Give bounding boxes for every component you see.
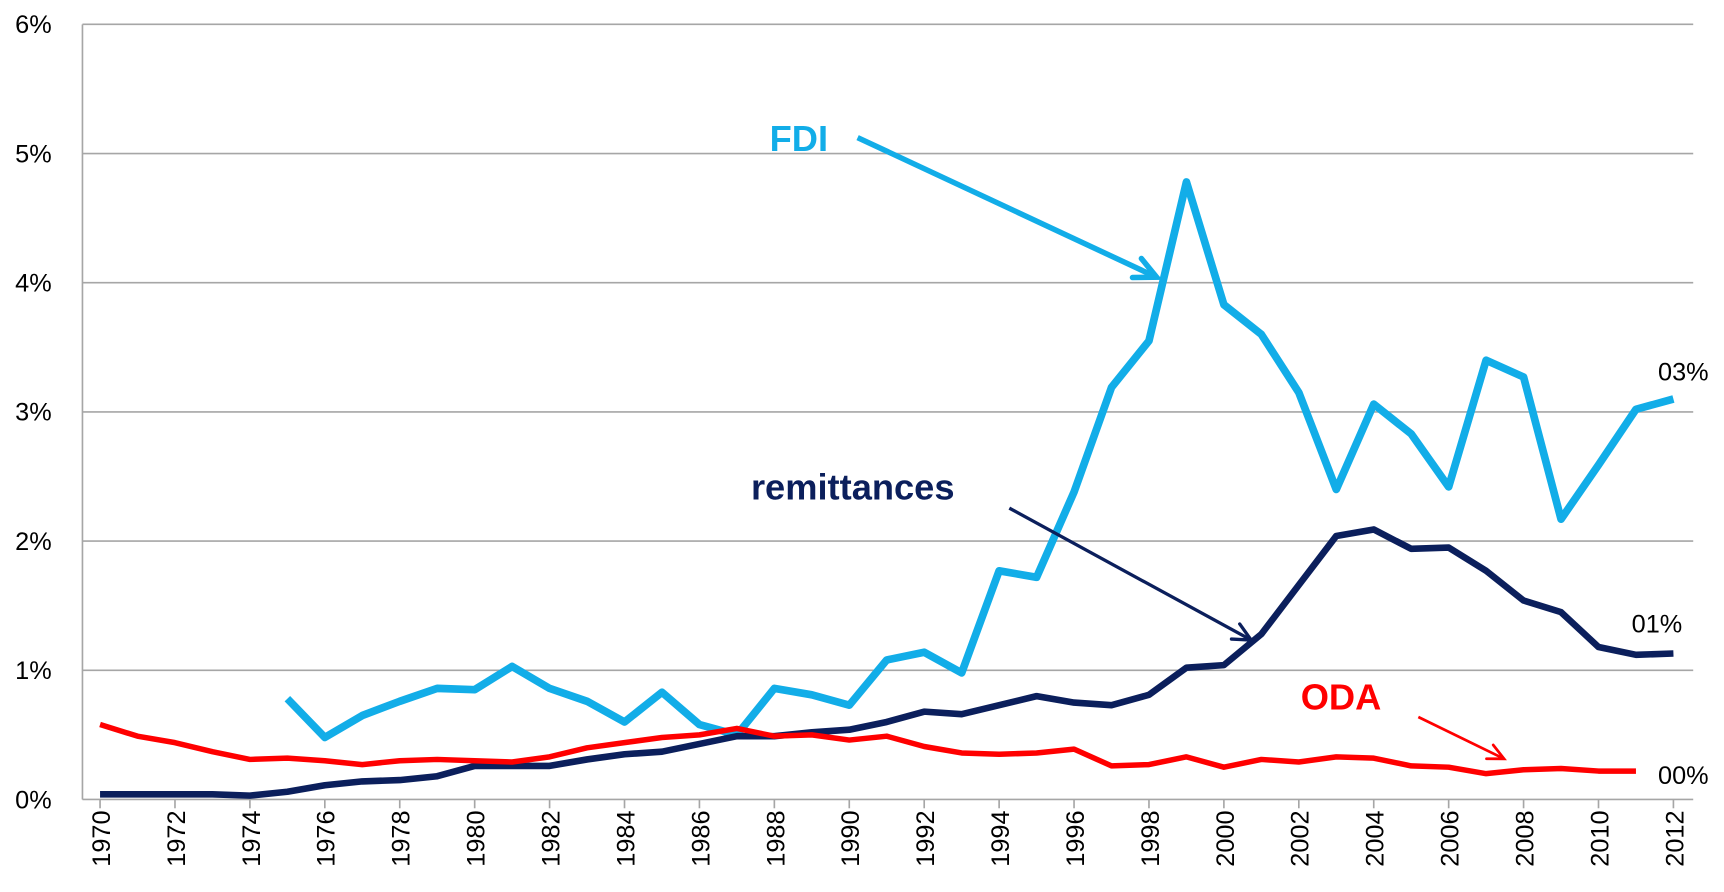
y-tick-label: 0%: [15, 786, 52, 814]
x-tick-label: 1994: [987, 810, 1015, 866]
value-label: 01%: [1632, 610, 1683, 638]
x-tick-label: 2004: [1362, 810, 1390, 866]
x-tick-label: 1972: [163, 810, 191, 866]
y-tick-label: 1%: [15, 657, 52, 685]
x-tick-label: 1986: [687, 810, 715, 866]
arrow-head: [1485, 743, 1507, 761]
annotation: remittances: [751, 466, 955, 507]
annotation-arrow: [1417, 715, 1505, 761]
x-tick-label: 1996: [1062, 810, 1090, 866]
series-line: [99, 721, 1636, 777]
value-label: 00%: [1658, 762, 1709, 790]
x-tick-label: 1998: [1137, 810, 1165, 866]
x-tick-label: 2012: [1661, 810, 1689, 866]
x-tick-label: 2000: [1212, 810, 1240, 866]
x-tick-label: 1978: [388, 810, 416, 866]
x-tick-label: 1984: [612, 810, 640, 866]
series-line: [284, 178, 1675, 742]
y-tick-label: 3%: [15, 399, 52, 427]
series-line: [100, 526, 1674, 799]
x-tick-label: 1988: [762, 810, 790, 866]
y-tick-label: 2%: [15, 528, 52, 556]
x-tick-label: 1992: [912, 810, 940, 866]
annotation: ODA: [1301, 676, 1382, 717]
arrow-head: [1129, 255, 1163, 281]
value-label: 03%: [1658, 359, 1709, 387]
x-tick-label: 2008: [1511, 810, 1539, 866]
x-tick-label: 2002: [1287, 810, 1315, 866]
x-tick-label: 1976: [313, 810, 341, 866]
y-tick-label: 4%: [15, 270, 52, 298]
x-tick-label: 1982: [537, 810, 565, 866]
x-tick-label: 1970: [88, 810, 116, 866]
annotation-arrow: [856, 135, 1158, 280]
annotation: FDI: [770, 118, 828, 159]
x-tick-label: 2010: [1586, 810, 1614, 866]
x-tick-label: 1980: [463, 810, 491, 866]
arrow-head: [1229, 622, 1255, 642]
y-tick-label: 5%: [15, 140, 52, 168]
x-tick-label: 2006: [1437, 810, 1465, 866]
x-tick-label: 1974: [238, 810, 266, 866]
x-tick-label: 1990: [837, 810, 865, 866]
y-tick-label: 6%: [15, 11, 52, 39]
annotation-arrow: [1008, 506, 1253, 642]
